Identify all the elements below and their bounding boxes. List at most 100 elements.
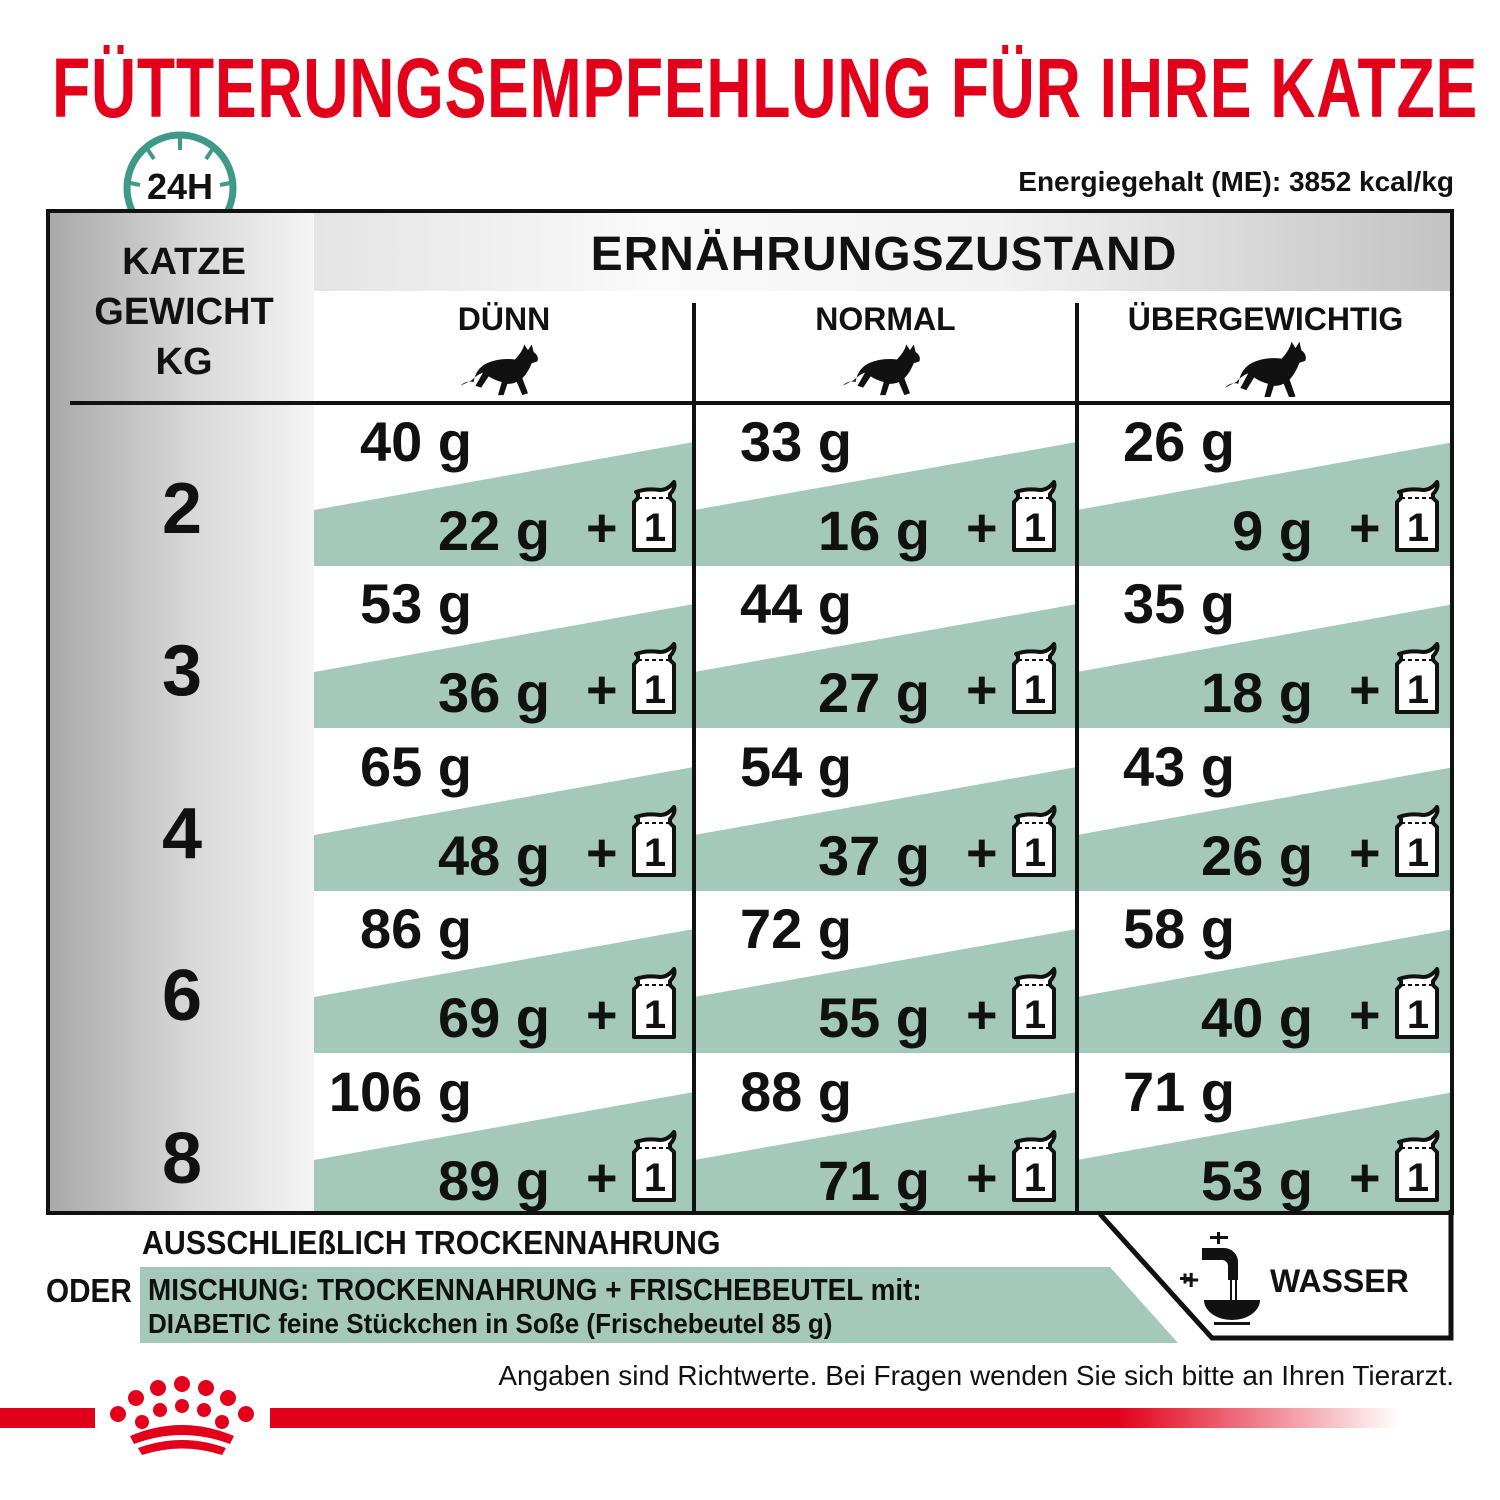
mix-area: [694, 442, 1077, 566]
plus-sign: +: [586, 985, 618, 1046]
energy-content: Energiegehalt (ME): 3852 kcal/kg: [1018, 166, 1454, 197]
pouch-count: 1: [1023, 1155, 1047, 1200]
dry-only-amount: 71 g: [1122, 1059, 1235, 1123]
plus-sign: +: [1349, 660, 1381, 721]
dry-only-amount: 86 g: [359, 897, 472, 961]
pouch-count: 1: [1406, 830, 1430, 875]
header-band: [314, 213, 1450, 291]
pouch-count: 1: [1023, 506, 1047, 550]
mix-dry-amount: 40 g: [1200, 986, 1313, 1050]
cat-silhouette-icon: [460, 344, 538, 396]
feeding-cell: 106 g 89 g +1: [314, 1054, 694, 1212]
water-label: WASSER: [1270, 1263, 1409, 1299]
pouch-count: 1: [1406, 1155, 1430, 1200]
dry-only-amount: 88 g: [739, 1059, 852, 1123]
mix-dry-amount: 69 g: [437, 986, 550, 1050]
cat-weight: 6: [161, 956, 203, 1037]
pouch-count: 1: [1023, 668, 1047, 713]
mix-area: [1077, 1092, 1450, 1211]
plus-sign: +: [586, 498, 618, 558]
mix-dry-amount: 89 g: [437, 1148, 550, 1212]
pouch-icon: [632, 967, 677, 1040]
dry-only-amount: 26 g: [1122, 410, 1235, 473]
dry-only-amount: 106 g: [328, 1059, 472, 1123]
feeding-cell: 44 g 27 g +1: [694, 566, 1077, 729]
pouch-icon: [1012, 804, 1057, 877]
mix-area: [1077, 767, 1450, 891]
mix-area: [1077, 929, 1450, 1054]
dry-only-amount: 53 g: [359, 572, 472, 636]
weight-column-bg: [50, 213, 314, 1211]
pouch-icon: [632, 804, 677, 877]
water-plus: +: [1183, 1264, 1200, 1295]
cat-weight: 3: [161, 631, 203, 712]
feeding-cell: 86 g 69 g +1: [314, 891, 694, 1054]
dry-only-amount: 35 g: [1122, 572, 1235, 636]
mix-dry-amount: 22 g: [437, 499, 550, 562]
feeding-table: KATZE GEWICHT KG ERNÄHRUNGSZUSTAND 2 40 g…: [46, 209, 1454, 1215]
mix-area: [694, 929, 1077, 1054]
pouch-icon: [1395, 804, 1440, 877]
pouch-icon: [632, 642, 677, 715]
mix-area: [314, 766, 694, 891]
page-title: FÜTTERUNGSEMPFEHLUNG FÜR IHRE KATZE: [52, 41, 1478, 135]
column-header: NORMAL: [815, 301, 956, 337]
mix-area: [694, 1091, 1077, 1211]
pouch-icon: [632, 1129, 677, 1202]
pouch-count: 1: [1023, 830, 1047, 875]
mix-dry-amount: 18 g: [1200, 661, 1313, 725]
plus-sign: +: [1349, 1147, 1381, 1208]
footnote: Angaben sind Richtwerte. Bei Fragen wend…: [498, 1360, 1454, 1391]
plus-sign: +: [1349, 822, 1381, 883]
mix-dry-amount: 37 g: [817, 823, 930, 887]
pouch-count: 1: [643, 993, 667, 1038]
weight-header: KATZE GEWICHT KG: [50, 237, 318, 387]
feeding-cell: 26 g 9 g +1: [1077, 404, 1450, 566]
feeding-cell: 58 g 40 g +1: [1077, 891, 1450, 1054]
cat-weight: 8: [161, 1118, 203, 1199]
mix-dry-amount: 16 g: [817, 499, 930, 562]
feeding-cell: 65 g 48 g +1: [314, 729, 694, 891]
brand-bar: [0, 1376, 1400, 1455]
feeding-cell: 72 g 55 g +1: [694, 891, 1077, 1054]
plus-sign: +: [1349, 498, 1381, 558]
mix-dry-amount: 48 g: [437, 823, 550, 887]
mix-area: [314, 442, 694, 566]
pouch-icon: [1395, 967, 1440, 1040]
plus-sign: +: [966, 660, 998, 721]
mix-dry-amount: 26 g: [1200, 823, 1313, 887]
mix-area: [1077, 605, 1450, 729]
mix-area: [314, 604, 694, 729]
legend-mix-line1: MISCHUNG: TROCKENNAHRUNG + FRISCHEBEUTEL…: [148, 1272, 922, 1307]
pouch-icon: [1395, 480, 1440, 552]
weight-header-line: KG: [155, 341, 213, 383]
table-row: 2 40 g 22 g +1 33 g 16 g +1 26 g 9 g +1: [50, 404, 1450, 566]
pouch-count: 1: [1023, 993, 1047, 1038]
mix-area: [1077, 442, 1450, 566]
legend-dry-only: AUSSCHLIEßLICH TROCKENNAHRUNG: [142, 1224, 721, 1261]
plus-sign: +: [966, 498, 998, 558]
column-header: ÜBERGEWICHTIG: [1127, 301, 1404, 337]
legend-or: ODER: [46, 1272, 132, 1309]
cat-weight: 4: [161, 793, 203, 874]
plus-sign: +: [966, 822, 998, 883]
dry-only-amount: 33 g: [739, 410, 852, 473]
mix-area: [314, 929, 694, 1054]
column-header: DÜNN: [457, 301, 551, 337]
pouch-count: 1: [1406, 668, 1430, 713]
cat-silhouette-icon: [842, 344, 920, 396]
pouch-icon: [1395, 642, 1440, 715]
clock-24h-icon: [123, 131, 237, 212]
table-row: 6 86 g 69 g +1 72 g 55 g +1 58 g 40 g +1: [50, 891, 1450, 1054]
dry-only-amount: 58 g: [1122, 897, 1235, 961]
feeding-cell: 40 g 22 g +1: [314, 404, 694, 566]
dry-only-amount: 44 g: [739, 572, 852, 636]
mix-dry-amount: 27 g: [817, 661, 930, 725]
table-row: 8 106 g 89 g +1 88 g 71 g +1 71 g 53 g +1: [50, 1054, 1450, 1212]
dry-only-amount: 54 g: [739, 734, 852, 798]
mix-area: [694, 766, 1077, 891]
mix-area: [314, 1091, 694, 1211]
table-row: 4 65 g 48 g +1 54 g 37 g +1 43 g 26 g +1: [50, 729, 1450, 891]
clock-label: 24H: [146, 166, 214, 207]
mix-dry-amount: 9 g: [1232, 499, 1313, 562]
